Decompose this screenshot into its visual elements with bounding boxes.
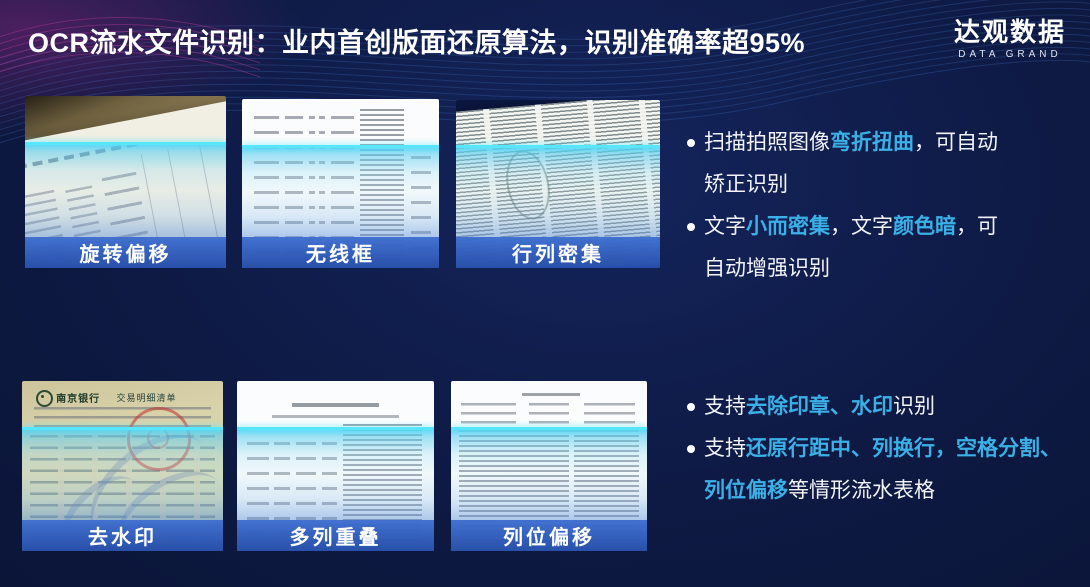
- highlighted-text: 还原行距中、列换行，空格分割、列位偏移: [704, 437, 1061, 502]
- brand-logo-name: 达观数据: [953, 17, 1066, 47]
- thumb-label: 多列重叠: [237, 520, 434, 551]
- plain-text: 文字: [704, 215, 746, 238]
- plain-text: 支持: [704, 395, 746, 418]
- thumb-label: 去水印: [22, 520, 223, 551]
- highlighted-text: 弯折扭曲: [830, 131, 914, 154]
- bank-logo-icon: [36, 389, 54, 407]
- plain-text: ，可自动增强识别: [704, 215, 998, 280]
- brand-logo: 达观数据 DATA GRAND: [954, 18, 1066, 60]
- sample-no-grid-lines: 无线框: [242, 99, 439, 268]
- sample-shifted-columns: 列位偏移: [451, 381, 647, 551]
- thumb-label: 无线框: [242, 237, 439, 268]
- plain-text: 扫描拍照图像: [704, 131, 830, 154]
- plain-text: 等情形流水表格: [788, 479, 935, 502]
- doc-header-rows: [529, 403, 569, 427]
- highlighted-text: 去除印章、水印: [746, 395, 893, 418]
- doc-title-line: [292, 403, 379, 407]
- highlighted-text: 小而密集: [746, 215, 830, 238]
- plain-text: ，可自动矫正识别: [704, 131, 998, 196]
- bullet-item: 支持还原行距中、列换行，空格分割、列位偏移等情形流水表格: [685, 428, 1072, 512]
- brand-logo-subtitle: DATA GRAND: [958, 48, 1062, 60]
- bullet-group-capture: 扫描拍照图像弯折扭曲，可自动矫正识别 文字小而密集，文字颜色暗，可自动增强识别: [685, 122, 1006, 290]
- doc-header-rows: [460, 403, 516, 427]
- bullet-item: 扫描拍照图像弯折扭曲，可自动矫正识别: [685, 122, 1006, 206]
- sample-dense-rows: 行列密集: [456, 100, 660, 268]
- plain-text: ，文字: [830, 215, 893, 238]
- doc-subtitle-line: [272, 415, 399, 418]
- sample-watermark-removal: 南京银行 交易明细清单 去水印: [22, 381, 223, 551]
- thumb-label: 旋转偏移: [25, 237, 226, 268]
- bullet-item: 支持去除印章、水印识别: [685, 386, 1072, 428]
- bullet-group-restore: 支持去除印章、水印识别 支持还原行距中、列换行，空格分割、列位偏移等情形流水表格: [685, 386, 1072, 512]
- sample-rotated-offset: 旋转偏移: [25, 96, 226, 268]
- bank-name-text: 南京银行: [56, 393, 101, 405]
- highlighted-text: 颜色暗: [893, 215, 956, 238]
- thumb-label: 列位偏移: [451, 520, 647, 551]
- doc-title-line: [521, 392, 581, 396]
- thumb-label: 行列密集: [456, 237, 660, 268]
- plain-text: 识别: [893, 395, 935, 418]
- doc-header-rows: [584, 403, 636, 427]
- plain-text: 支持: [704, 437, 746, 460]
- doc-title-text: 交易明细清单: [116, 393, 177, 404]
- bullet-item: 文字小而密集，文字颜色暗，可自动增强识别: [685, 206, 1006, 290]
- slide-title: OCR流水文件识别：业内首创版面还原算法，识别准确率超95%: [28, 28, 806, 58]
- sample-overlapping-columns: 多列重叠: [237, 381, 434, 551]
